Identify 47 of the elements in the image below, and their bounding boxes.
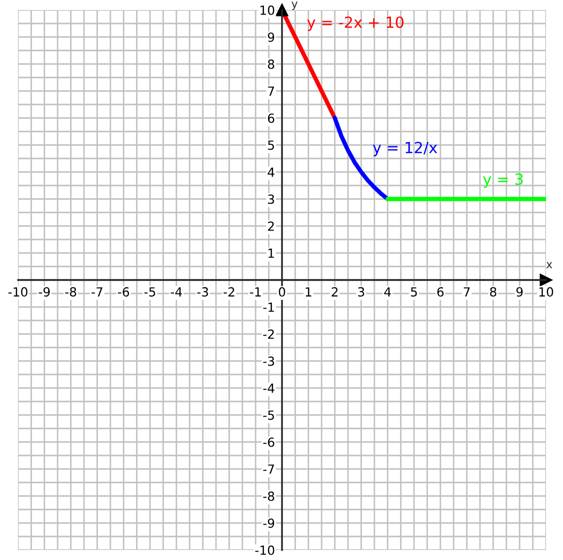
y-tick-label: 5	[268, 140, 274, 150]
annotation: y = 3	[483, 173, 523, 188]
line-series	[332, 116, 390, 202]
x-tick-label: 4	[384, 287, 391, 296]
x-tick-label: -1	[250, 287, 261, 296]
y-tick-label: -6	[263, 437, 274, 447]
y-tick-label: -7	[263, 464, 274, 474]
x-tick-label: 0	[278, 287, 286, 297]
x-tick-label: 6	[437, 287, 444, 297]
annotation: y = -2x + 10	[307, 16, 404, 31]
x-tick-label: -9	[38, 287, 50, 297]
y-tick-label: -9	[263, 518, 274, 528]
x-tick-label: 2	[332, 287, 338, 296]
x-tick-label: 9	[516, 287, 523, 297]
x-tick-label: 7	[464, 287, 470, 296]
y-tick-label: -2	[263, 329, 274, 339]
y-tick-label: 4	[268, 168, 274, 177]
y-tick-label: -10	[255, 545, 274, 555]
y-tick-label: 1	[268, 248, 274, 258]
y-tick-label: 6	[268, 113, 274, 123]
y-tick-label: -4	[263, 384, 274, 393]
y-tick-label: 3	[268, 194, 274, 204]
x-tick-label: -3	[197, 287, 208, 297]
x-tick-label: 5	[410, 287, 417, 297]
x-tick-label: 8	[490, 287, 496, 297]
x-tick-label: -8	[65, 287, 76, 297]
y-tick-label: -3	[263, 356, 274, 366]
y-tick-label: -5	[263, 410, 274, 420]
y-tick-label: 9	[268, 32, 274, 42]
x-tick-label: -4	[170, 287, 182, 296]
y-axis-title: y	[292, 2, 298, 10]
x-axis-title: x	[546, 262, 552, 268]
x-tick-label: -7	[92, 287, 102, 296]
y-tick-label: -1	[263, 302, 274, 312]
x-tick-label: -10	[8, 287, 28, 297]
y-tick-label: 10	[260, 5, 274, 15]
x-tick-label: 10	[539, 287, 554, 297]
annotation: y = 12/x	[372, 142, 438, 156]
x-tick-label: -6	[118, 287, 130, 297]
x-tick-label: 3	[358, 287, 364, 297]
y-tick-label: -8	[263, 491, 274, 501]
x-tick-label: 1	[306, 287, 312, 296]
y-tick-label: 8	[268, 59, 274, 69]
y-tick-label: 2	[268, 221, 274, 231]
y-tick-label: 7	[268, 86, 274, 96]
x-tick-label: -2	[224, 287, 234, 296]
x-tick-label: -5	[144, 287, 156, 297]
